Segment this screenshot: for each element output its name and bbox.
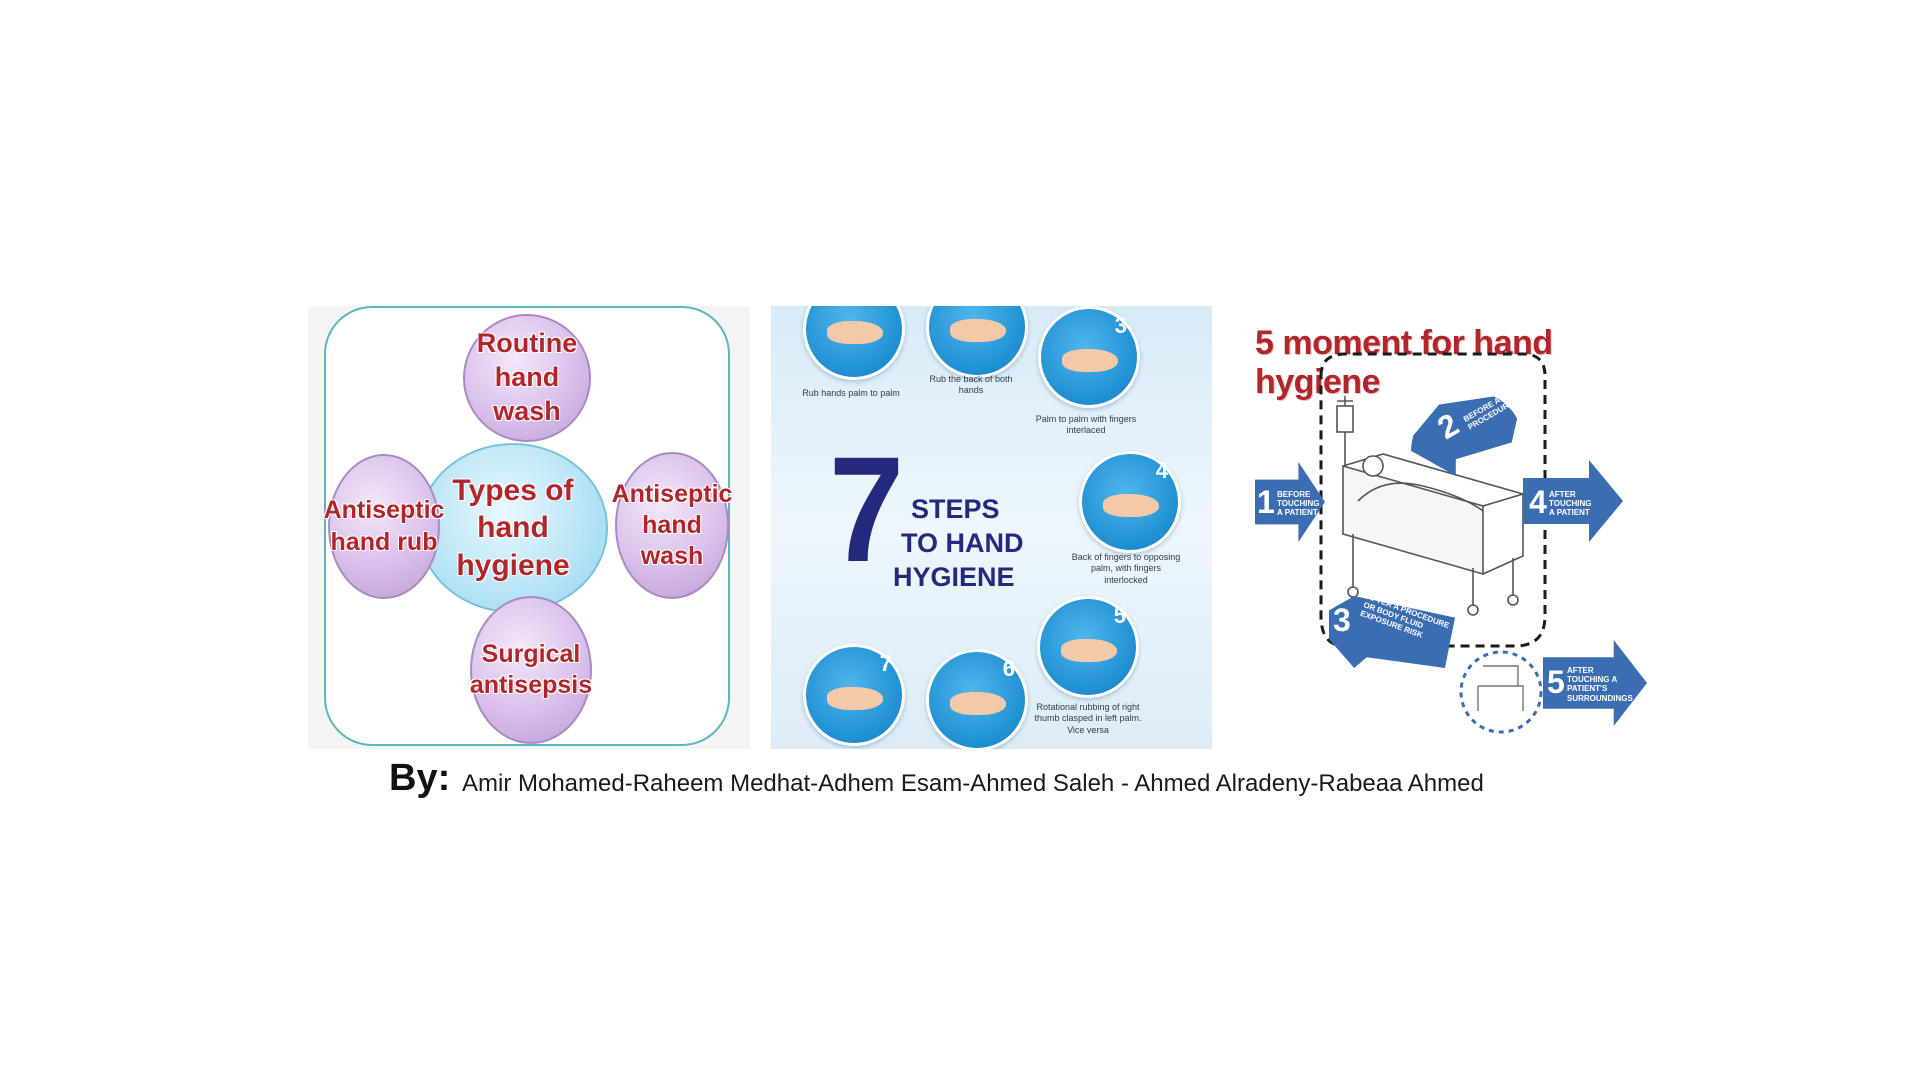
step-7-circle: 7	[803, 644, 905, 746]
big-seven: 7	[829, 425, 905, 593]
step-1-number: 1	[880, 306, 892, 311]
bottom-bubble: Surgical antisepsis	[470, 596, 592, 744]
left-bubble: Antiseptic hand rub	[324, 454, 444, 599]
moment-1-text: BEFORE TOUCHING A PATIENT	[1277, 490, 1320, 518]
seven-steps-image: 1 Rub hands palm to palm 2 Rub the back …	[771, 306, 1212, 749]
byline-authors: Amir Mohamed-Raheem Medhat-Adhem Esam-Ah…	[462, 770, 1484, 797]
center-bubble-line2: hygiene	[456, 548, 570, 582]
hand-illustration	[950, 692, 1006, 716]
right-bubble-line2: hand wash	[640, 510, 704, 571]
hand-illustration	[950, 319, 1006, 343]
hand-illustration	[1103, 494, 1159, 518]
moment-1-line2: TOUCHING	[1277, 499, 1320, 509]
center-bubble-line1: Types of hand	[452, 473, 574, 545]
surroundings-zone	[1459, 650, 1543, 734]
patient-zone-boundary	[1319, 352, 1547, 648]
step-1-caption: Rub hands palm to palm	[802, 388, 900, 398]
moment-1-line1: BEFORE	[1277, 490, 1311, 499]
moment-5-text: AFTER TOUCHING A PATIENT'S SURROUNDINGS	[1567, 666, 1633, 703]
step-6-circle: 6	[926, 649, 1028, 749]
moment-5-number: 5	[1547, 664, 1565, 700]
byline-label: By:	[389, 757, 451, 799]
moment-5-line3: PATIENT'S	[1567, 684, 1608, 694]
moment-5-line4: SURROUNDINGS	[1567, 693, 1633, 703]
moment-4-line3: A PATIENT	[1549, 508, 1590, 518]
moment-4-text: AFTER TOUCHING A PATIENT	[1549, 490, 1592, 518]
right-bubble: Antiseptic hand wash	[612, 452, 732, 599]
title-line-steps: STEPS	[911, 494, 1000, 524]
moment-5-line1: AFTER	[1567, 666, 1594, 675]
step-3-number: 3	[1114, 313, 1127, 338]
moment-3-number: 3	[1333, 602, 1351, 638]
step-6-number: 6	[1002, 656, 1015, 681]
center-bubble: Types of hand hygiene	[418, 443, 608, 613]
top-bubble-line2: hand wash	[493, 362, 561, 426]
right-bubble-line1: Antiseptic	[611, 479, 733, 508]
patient-zone-diagram	[1319, 352, 1547, 734]
chair-icon	[1477, 665, 1524, 711]
moment-4-line2: TOUCHING	[1549, 499, 1592, 509]
top-bubble-line1: Routine	[476, 328, 578, 359]
left-bubble-line1: Antiseptic	[323, 496, 445, 525]
bed-icon	[1336, 396, 1524, 616]
bottom-bubble-line2: antisepsis	[469, 671, 593, 699]
step-5-caption: Rotational rubbing of right thumb claspe…	[1034, 702, 1142, 735]
moment-1-number: 1	[1257, 484, 1275, 520]
step-2-caption: Rub the back of both hands	[929, 374, 1013, 396]
step-5-number: 5	[1113, 603, 1126, 628]
hand-illustration	[1062, 349, 1118, 373]
title-line-to-hand: TO HAND	[901, 528, 1024, 558]
step-1-circle: 1	[803, 306, 905, 380]
moment-4-line1: AFTER	[1549, 490, 1576, 499]
title-line-hygiene: HYGIENE	[893, 562, 1015, 592]
step-3-circle: 3	[1038, 306, 1140, 408]
step-2-number: 2	[1003, 306, 1015, 309]
five-moments-title: 5 moment for hand hygiene	[1255, 324, 1553, 401]
types-of-hand-hygiene-image: Types of hand hygiene Routine hand wash An…	[308, 306, 750, 749]
hand-illustration	[1061, 639, 1117, 663]
bottom-bubble-line1: Surgical	[481, 639, 581, 668]
step-4-circle: 4	[1079, 451, 1181, 553]
hand-illustration	[827, 687, 883, 711]
left-bubble-line2: hand rub	[330, 527, 438, 556]
moment-1-line3: A PATIENT	[1277, 508, 1318, 518]
hand-illustration	[827, 321, 883, 345]
moment-5-line2: TOUCHING A	[1567, 675, 1618, 685]
step-4-caption: Back of fingers to opposing palm, with f…	[1071, 552, 1181, 585]
top-bubble: Routine hand wash	[463, 314, 591, 442]
moment-4-number: 4	[1529, 484, 1547, 520]
step-2-circle: 2	[926, 306, 1028, 378]
five-moments-image: 5 moment for hand hygiene 1 BEFORE TOUCH…	[1233, 306, 1651, 749]
step-5-circle: 5	[1037, 596, 1139, 698]
step-7-number: 7	[879, 651, 892, 676]
step-4-number: 4	[1155, 458, 1168, 483]
step-3-caption: Palm to palm with fingers interlaced	[1035, 414, 1137, 436]
